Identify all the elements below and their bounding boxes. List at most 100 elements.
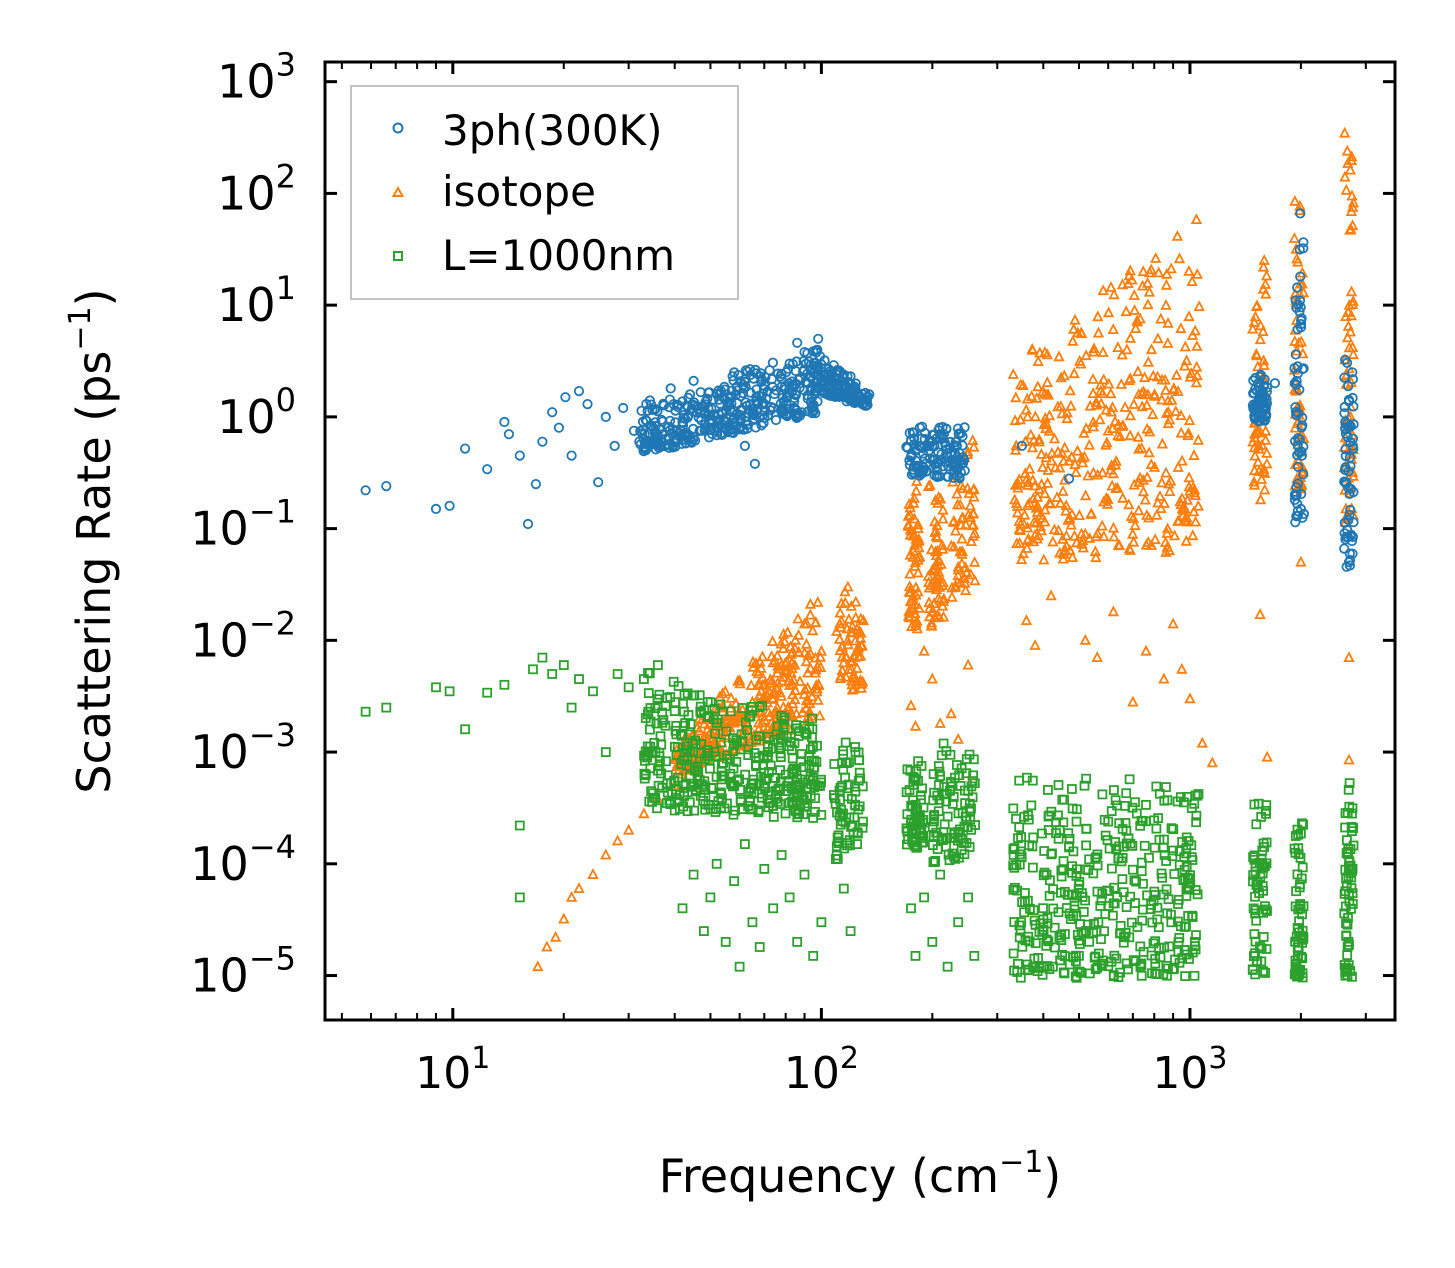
data-point-isotope [1059,544,1072,556]
data-point-boundary [645,724,655,735]
data-point-isotope [1346,189,1358,201]
data-point-isotope [930,583,943,595]
data-point-isotope [1183,310,1195,322]
data-point-3ph [694,425,705,436]
data-point-3ph [719,393,730,404]
data-point-isotope [1018,517,1030,529]
data-point-boundary [1258,862,1269,873]
data-point-isotope [1015,378,1027,390]
data-point-3ph [1298,469,1309,480]
data-point-3ph [1292,282,1303,293]
data-point-isotope [1054,496,1067,508]
data-point-isotope [1076,456,1089,468]
data-point-isotope [1098,373,1110,385]
data-point-isotope [1116,420,1128,431]
data-point-boundary [1193,789,1204,799]
data-point-boundary [776,733,786,743]
data-point-isotope [1160,466,1172,478]
data-point-boundary [1075,939,1085,949]
data-point-3ph [1289,362,1300,374]
data-point-boundary [1129,875,1140,886]
data-point-3ph [1291,379,1302,390]
data-point-isotope [930,549,943,561]
data-point-isotope [789,633,802,645]
data-point-boundary [1250,908,1260,919]
data-point-3ph [553,422,565,433]
data-point-isotope [1090,530,1102,542]
data-point-isotope [945,707,957,719]
data-point-isotope [812,678,825,689]
data-point-isotope [1024,462,1036,474]
data-point-3ph [759,412,770,423]
data-point-3ph [1247,400,1259,411]
data-point-boundary [764,767,774,777]
data-point-boundary [1044,964,1055,974]
data-point-isotope [923,576,935,588]
data-point-boundary [678,698,688,709]
data-point-isotope [1066,551,1079,562]
data-point-boundary [1010,882,1020,893]
data-point-isotope [693,724,705,736]
data-point-boundary [722,750,733,761]
data-point-isotope [1063,512,1075,524]
data-point-boundary [945,749,956,760]
data-point-isotope [1148,460,1161,472]
data-point-isotope [959,576,971,588]
data-point-isotope [1056,446,1068,458]
data-point-isotope [1289,287,1301,299]
data-point-boundary [1161,782,1171,792]
data-point-3ph [573,385,585,397]
data-point-isotope [1254,493,1267,505]
data-point-boundary [1152,914,1163,925]
data-point-isotope [1295,335,1308,347]
data-point-3ph [806,363,817,374]
data-point-boundary [964,842,975,852]
data-point-isotope [1124,429,1136,441]
data-point-isotope [1022,478,1034,490]
data-point-isotope [800,702,812,713]
data-point-boundary [719,771,730,782]
data-point-boundary [1189,970,1200,981]
data-point-boundary [1043,785,1053,795]
data-point-3ph [828,360,839,371]
data-point-3ph [634,436,645,447]
data-point-boundary [1048,884,1058,895]
data-point-boundary [1022,959,1033,970]
data-point-isotope [809,616,822,628]
data-point-boundary [514,892,525,903]
data-point-3ph [582,398,593,410]
data-point-3ph [929,459,941,470]
data-point-boundary [854,755,865,766]
data-point-isotope [1045,454,1058,466]
data-point-boundary [646,786,657,797]
data-point-isotope [934,717,946,728]
data-point-isotope [954,498,966,510]
data-point-3ph [806,383,817,394]
data-point-3ph [1293,461,1304,472]
data-point-isotope [1057,485,1069,496]
legend-marker-isotope [391,185,405,197]
data-point-3ph [638,443,650,454]
data-point-boundary [740,839,750,849]
data-point-isotope [1105,387,1117,399]
data-point-3ph [1343,482,1354,493]
data-point-boundary [953,827,964,837]
data-point-isotope [1155,312,1167,324]
data-point-isotope [794,675,806,686]
data-point-boundary [1154,942,1164,953]
data-point-boundary [1111,953,1122,964]
data-point-isotope [1029,639,1041,650]
data-point-boundary [842,791,853,802]
data-point-3ph [1248,375,1259,386]
data-point-isotope [952,560,964,572]
data-point-boundary [795,784,806,795]
data-point-boundary [805,744,816,755]
data-point-boundary [711,858,722,869]
data-point-boundary [1257,845,1268,856]
data-point-isotope [851,662,863,673]
data-point-isotope [1170,368,1183,380]
data-point-boundary [1260,968,1271,978]
data-point-boundary [1174,933,1185,943]
data-point-isotope [1144,425,1156,437]
data-point-isotope [924,478,936,490]
